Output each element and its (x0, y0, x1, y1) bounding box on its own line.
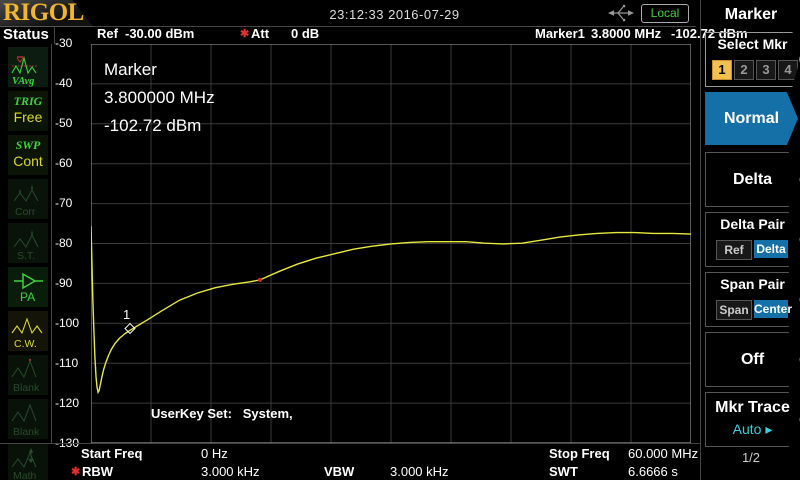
svg-text:S.T.: S.T. (17, 250, 35, 262)
svg-text:PA: PA (20, 290, 35, 304)
svg-text:Blank: Blank (13, 382, 40, 394)
svg-text:Corr: Corr (15, 206, 36, 218)
svg-text:C.W.: C.W. (14, 338, 37, 350)
svg-text:Blank: Blank (13, 426, 40, 438)
svg-text:1: 1 (123, 307, 130, 322)
svg-text:VAvg: VAvg (12, 76, 34, 87)
